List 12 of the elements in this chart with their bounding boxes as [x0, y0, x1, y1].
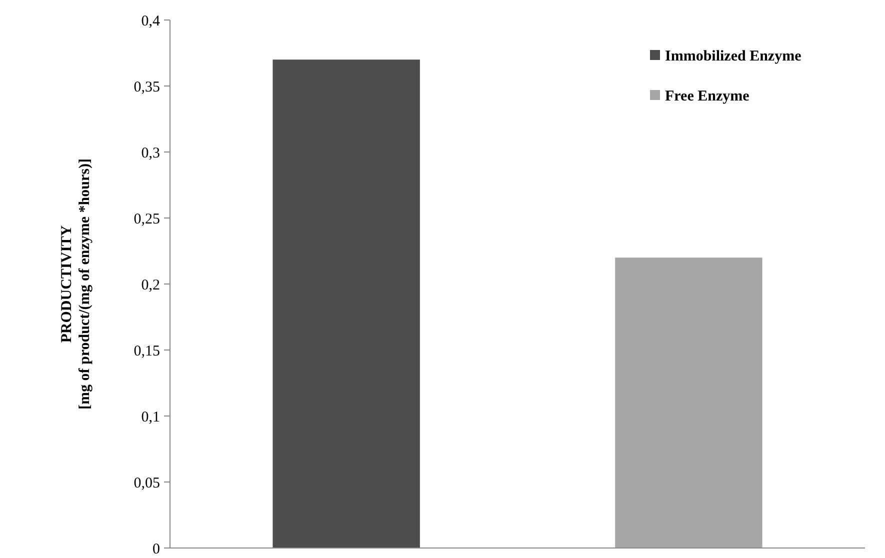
y-tick-label: 0 [152, 541, 160, 558]
y-tick-label: 0,15 [134, 343, 160, 360]
y-axis-title: PRODUCTIVITY [mg of product/(mg of enzyme *hours)] [59, 158, 93, 410]
y-tick-label: 0,05 [134, 475, 160, 492]
legend-label: Free Enzyme [665, 88, 750, 104]
y-tick-label: 0,25 [134, 211, 160, 228]
y-tick-label: 0,3 [141, 145, 160, 162]
y-tick-label: 0,4 [141, 13, 160, 30]
y-tick-label: 0,2 [141, 277, 160, 294]
legend-label: Immobilized Enzyme [665, 48, 802, 64]
y-tick-label: 0,1 [141, 409, 160, 426]
y-tick-label: 0,35 [134, 79, 160, 96]
